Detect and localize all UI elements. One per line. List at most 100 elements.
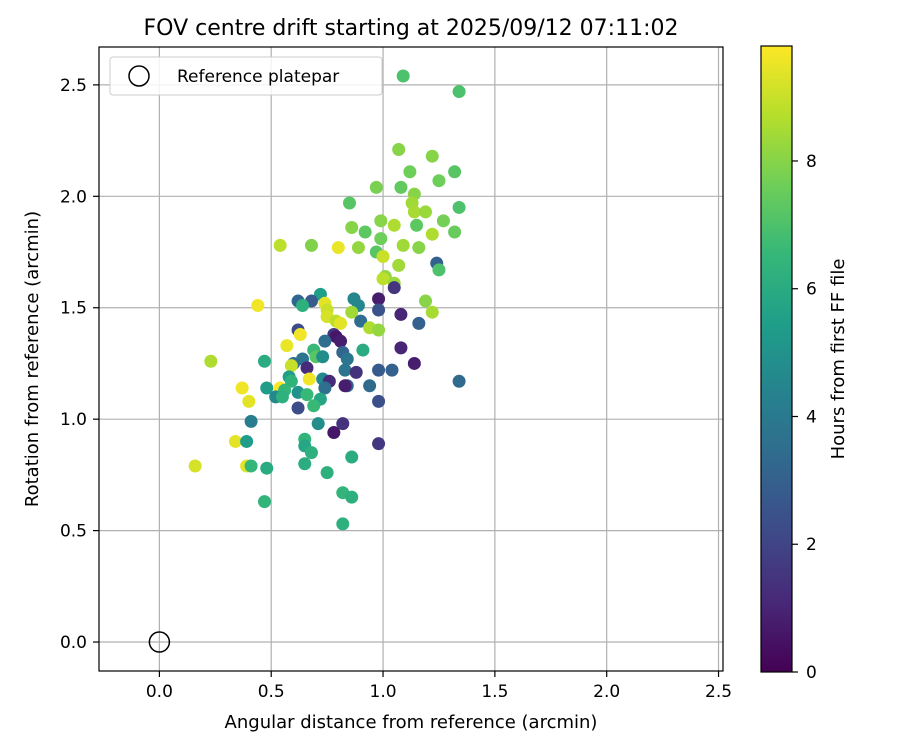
data-point (452, 374, 466, 388)
data-point (385, 363, 399, 377)
data-point (258, 495, 272, 509)
data-point (396, 238, 410, 252)
data-point (338, 363, 352, 377)
data-point (334, 316, 348, 330)
data-point (273, 238, 287, 252)
data-point (407, 356, 421, 370)
x-axis-ticks: 0.0 0.5 1.0 1.5 2.0 2.5 (146, 671, 732, 702)
data-points (188, 69, 466, 531)
data-point (349, 365, 363, 379)
data-point (425, 305, 439, 319)
data-point (403, 165, 417, 179)
x-tick-label: 1.0 (370, 682, 397, 702)
data-point (345, 450, 359, 464)
data-point (372, 437, 386, 451)
data-point (251, 299, 265, 313)
data-point (260, 381, 274, 395)
data-point (394, 307, 408, 321)
data-point (188, 459, 202, 473)
y-tick-label: 2.0 (60, 187, 87, 207)
x-tick-label: 1.5 (481, 682, 508, 702)
data-point (448, 225, 462, 239)
data-point (372, 303, 386, 317)
data-point (374, 214, 388, 228)
data-point (394, 180, 408, 194)
data-point (258, 354, 272, 368)
data-point (284, 374, 298, 388)
reference-platepar-marker (148, 631, 171, 653)
data-point (392, 143, 406, 157)
data-point (407, 205, 421, 219)
data-point (425, 227, 439, 241)
data-point (338, 379, 352, 393)
data-point (340, 352, 354, 366)
data-point (240, 434, 254, 448)
data-point (372, 292, 386, 306)
data-point (331, 241, 345, 255)
y-tick-label: 0.0 (60, 633, 87, 653)
x-tick-label: 0.0 (146, 682, 173, 702)
y-tick-label: 2.5 (60, 76, 87, 96)
y-tick-label: 0.5 (60, 522, 87, 542)
data-point (376, 249, 390, 263)
data-point (280, 339, 294, 353)
colorbar-tick-label: 2 (806, 535, 817, 555)
chart-title: FOV centre drift starting at 2025/09/12 … (144, 16, 679, 41)
data-point (392, 258, 406, 272)
x-tick-label: 2.0 (593, 682, 620, 702)
data-point (356, 343, 370, 357)
data-point (412, 316, 426, 330)
data-point (436, 214, 450, 228)
data-point (452, 85, 466, 99)
legend: Reference platepar (109, 56, 383, 96)
data-point (345, 305, 359, 319)
data-point (412, 241, 426, 255)
data-point (300, 388, 314, 402)
data-point (410, 218, 424, 232)
data-point (342, 196, 356, 210)
y-axis-ticks: 0.0 0.5 1.0 1.5 2.0 2.5 (60, 76, 99, 653)
legend-box (109, 56, 383, 96)
colorbar-tick-label: 0 (806, 663, 817, 683)
data-point (376, 272, 390, 286)
colorbar-tick-label: 4 (806, 407, 817, 427)
colorbar-ticks: 0 2 4 6 8 (792, 152, 817, 683)
data-point (396, 69, 410, 83)
data-point (302, 372, 316, 386)
data-point (432, 263, 446, 277)
data-point (291, 401, 305, 415)
data-point (293, 327, 307, 341)
data-point (318, 381, 332, 395)
legend-label: Reference platepar (177, 67, 339, 87)
data-point (228, 434, 242, 448)
data-point (372, 363, 386, 377)
data-point (260, 461, 274, 475)
data-point (345, 490, 359, 504)
data-point (336, 417, 350, 431)
data-point (369, 180, 383, 194)
data-point (298, 457, 312, 471)
colorbar: 0 2 4 6 8 Hours from first FF file (760, 45, 849, 683)
y-tick-label: 1.0 (60, 410, 87, 430)
data-point (244, 459, 258, 473)
data-point (372, 394, 386, 408)
data-point (363, 379, 377, 393)
reference-layer (148, 631, 171, 653)
data-point (372, 323, 386, 337)
data-point (432, 174, 446, 188)
x-tick-label: 0.5 (258, 682, 285, 702)
y-tick-label: 1.5 (60, 299, 87, 319)
data-point (235, 381, 249, 395)
data-point (316, 350, 330, 364)
data-point (244, 414, 258, 428)
data-point (242, 394, 256, 408)
data-point (387, 281, 401, 295)
data-point (307, 399, 321, 413)
data-point (311, 417, 325, 431)
data-point (419, 205, 433, 219)
data-point (327, 426, 341, 440)
data-point (284, 359, 298, 373)
data-point (275, 390, 289, 404)
